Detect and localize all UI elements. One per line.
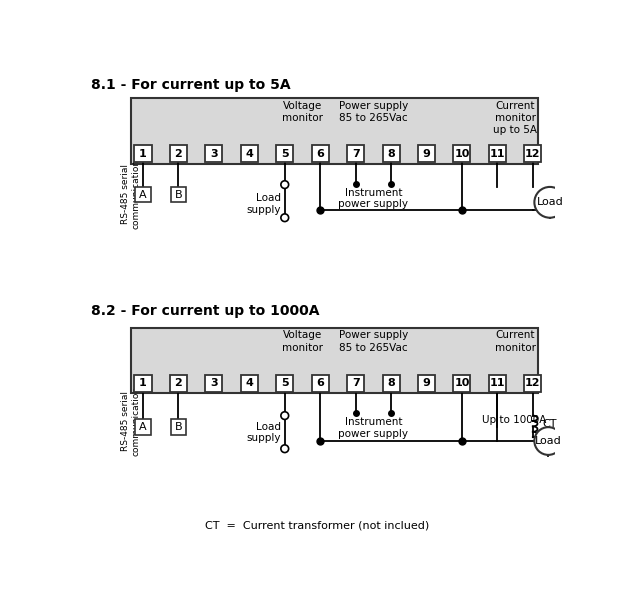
Circle shape — [534, 187, 565, 218]
Text: 2: 2 — [175, 378, 182, 389]
Bar — [347, 375, 364, 392]
Text: 8: 8 — [387, 378, 395, 389]
Circle shape — [281, 445, 289, 452]
Bar — [347, 145, 364, 162]
Bar — [312, 145, 329, 162]
Text: 4: 4 — [246, 149, 253, 159]
Bar — [171, 187, 186, 202]
Bar — [171, 420, 186, 435]
Text: 2: 2 — [175, 149, 182, 159]
Bar — [205, 375, 222, 392]
Bar — [241, 375, 258, 392]
Text: 5: 5 — [281, 378, 289, 389]
Circle shape — [534, 427, 562, 455]
Bar — [276, 145, 293, 162]
Text: 3: 3 — [210, 378, 218, 389]
Text: CT: CT — [542, 420, 557, 429]
Text: 11: 11 — [490, 378, 505, 389]
Text: 5: 5 — [281, 149, 289, 159]
Text: 11: 11 — [490, 149, 505, 159]
Text: 3: 3 — [210, 149, 218, 159]
Bar — [205, 145, 222, 162]
Text: Instrument
power supply: Instrument power supply — [338, 417, 408, 439]
Text: 10: 10 — [454, 149, 470, 159]
Text: Instrument
power supply: Instrument power supply — [338, 188, 408, 209]
Text: 8.1 - For current up to 5A: 8.1 - For current up to 5A — [91, 78, 291, 92]
Bar — [524, 375, 541, 392]
Circle shape — [281, 181, 289, 188]
Text: Current
monitor: Current monitor — [495, 330, 536, 353]
Text: B: B — [175, 422, 182, 432]
Bar — [418, 145, 435, 162]
Bar — [135, 375, 152, 392]
Text: RS-485 serial
communication: RS-485 serial communication — [121, 159, 140, 229]
Bar — [383, 145, 400, 162]
Bar — [135, 420, 151, 435]
Bar — [170, 375, 187, 392]
Bar — [131, 98, 538, 164]
Text: A: A — [139, 422, 147, 432]
Circle shape — [281, 412, 289, 420]
Text: 12: 12 — [525, 149, 540, 159]
Bar — [276, 375, 293, 392]
Text: A: A — [139, 190, 147, 199]
Text: 9: 9 — [423, 149, 431, 159]
Text: RS-485 serial
communication: RS-485 serial communication — [121, 386, 140, 456]
Text: 6: 6 — [317, 378, 324, 389]
Text: CT  =  Current transformer (not inclued): CT = Current transformer (not inclued) — [205, 520, 429, 530]
Bar — [131, 328, 538, 393]
Text: 1: 1 — [139, 149, 147, 159]
Text: 1: 1 — [139, 378, 147, 389]
Text: Power supply
85 to 265Vac: Power supply 85 to 265Vac — [339, 330, 408, 353]
Circle shape — [281, 214, 289, 221]
Text: Up to 1000A: Up to 1000A — [482, 415, 546, 425]
Text: 10: 10 — [454, 378, 470, 389]
Text: 6: 6 — [317, 149, 324, 159]
Bar — [312, 375, 329, 392]
Bar — [241, 145, 258, 162]
Text: Load
supply: Load supply — [246, 422, 281, 443]
Text: Power supply
85 to 265Vac: Power supply 85 to 265Vac — [339, 101, 408, 123]
Text: Load: Load — [535, 436, 561, 446]
Bar — [135, 187, 151, 202]
Text: 8.2 - For current up to 1000A: 8.2 - For current up to 1000A — [91, 304, 320, 318]
Bar — [453, 375, 471, 392]
Text: 7: 7 — [352, 378, 360, 389]
Bar — [418, 375, 435, 392]
Text: 7: 7 — [352, 149, 360, 159]
Text: 4: 4 — [246, 378, 253, 389]
Bar — [489, 375, 506, 392]
Text: 9: 9 — [423, 378, 431, 389]
Bar — [524, 145, 541, 162]
Bar — [170, 145, 187, 162]
Bar — [489, 145, 506, 162]
Text: Voltage
monitor: Voltage monitor — [282, 101, 323, 123]
Text: Load: Load — [537, 198, 563, 207]
Bar — [383, 375, 400, 392]
Text: Load
supply: Load supply — [246, 193, 281, 215]
Text: Voltage
monitor: Voltage monitor — [282, 330, 323, 353]
Bar — [453, 145, 471, 162]
Text: 12: 12 — [525, 378, 540, 389]
Text: 8: 8 — [387, 149, 395, 159]
Bar — [135, 145, 152, 162]
Text: B: B — [175, 190, 182, 199]
Text: Current
monitor
up to 5A: Current monitor up to 5A — [493, 101, 537, 136]
